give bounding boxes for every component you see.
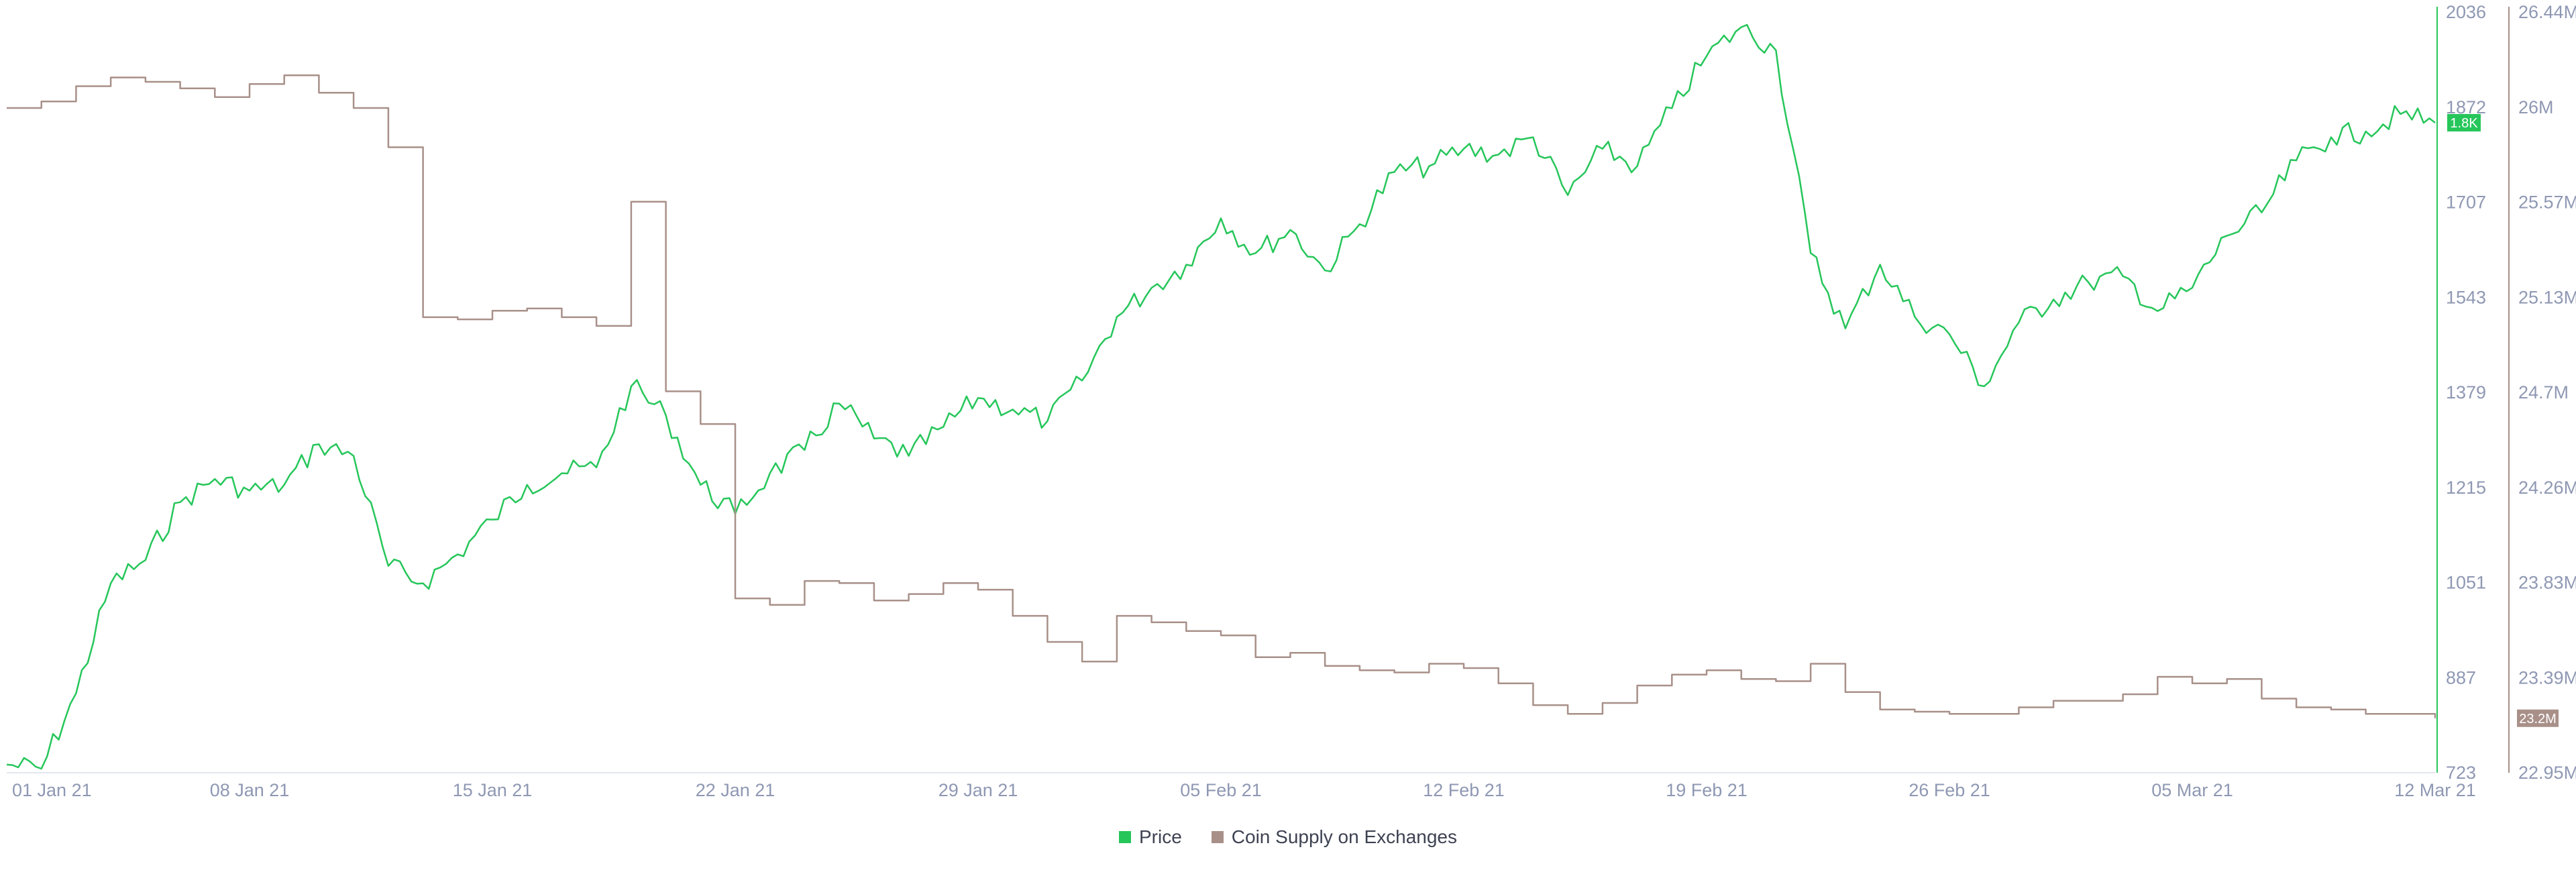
- supply-axis-tick-label: 25.13M: [2518, 287, 2576, 307]
- x-axis-tick-label: 08 Jan 21: [210, 780, 290, 800]
- axes-layer: 2036 1872 1707 1543 1379 1215 1051 887 723 26.44M…: [7, 2, 2576, 800]
- price-line[interactable]: [6, 23, 2436, 770]
- supply-axis-tick-label: 23.39M: [2518, 667, 2576, 688]
- price-axis-tick-label: 723: [2446, 763, 2476, 783]
- x-axis-tick-label: 15 Jan 21: [453, 780, 533, 800]
- legend-label-price: Price: [1138, 826, 1182, 847]
- legend-swatch-coin-supply: [1211, 831, 1224, 843]
- legend-swatch-price: [1118, 831, 1131, 843]
- x-axis-tick-label: 05 Mar 21: [2151, 780, 2233, 800]
- price-axis-tick-label: 1872: [2446, 97, 2486, 117]
- price-axis-tick-label: 887: [2446, 667, 2476, 688]
- x-axis-tick-label: 05 Feb 21: [1180, 780, 1262, 800]
- price-axis-tick-label: 2036: [2446, 2, 2486, 22]
- x-axis-tick-label: 12 Mar 21: [2394, 780, 2476, 800]
- price-axis-tick-label: 1215: [2446, 478, 2486, 498]
- supply-axis-tick-label: 24.7M: [2518, 382, 2569, 402]
- x-axis-tick-label: 29 Jan 21: [938, 780, 1018, 800]
- supply-current-value: 23.2M: [2519, 712, 2557, 726]
- x-axis-tick-label: 01 Jan 21: [12, 780, 92, 800]
- x-axis-tick-label: 22 Jan 21: [696, 780, 775, 800]
- price-axis-tick-label: 1051: [2446, 573, 2486, 593]
- legend-label-coin-supply: Coin Supply on Exchanges: [1231, 826, 1457, 847]
- x-axis-tick-label: 12 Feb 21: [1423, 780, 1505, 800]
- price-current-value: 1.8K: [2450, 116, 2478, 131]
- series-layer: [6, 23, 2436, 770]
- supply-axis-tick-label: 26.44M: [2518, 2, 2576, 22]
- supply-axis-tick-label: 22.95M: [2518, 763, 2576, 783]
- coin-supply-line[interactable]: [7, 74, 2436, 718]
- supply-axis-tick-label: 23.83M: [2518, 573, 2576, 593]
- x-axis-tick-label: 26 Feb 21: [1909, 780, 1990, 800]
- supply-axis-tick-label: 26M: [2518, 97, 2554, 117]
- price-current-badge: [2447, 113, 2481, 131]
- value-badges: 1.8K 23.2M: [2447, 113, 2559, 727]
- legend-item-coin-supply[interactable]: Coin Supply on Exchanges: [1211, 826, 1457, 848]
- price-axis-tick-label: 1543: [2446, 287, 2486, 307]
- legend: Price Coin Supply on Exchanges: [0, 826, 2576, 848]
- supply-axis-tick-label: 24.26M: [2518, 478, 2576, 498]
- supply-current-badge: [2517, 709, 2559, 727]
- price-axis-tick-label: 1707: [2446, 193, 2486, 213]
- supply-axis-tick-label: 25.57M: [2518, 193, 2576, 213]
- legend-item-price[interactable]: Price: [1118, 826, 1182, 848]
- x-axis-tick-label: 19 Feb 21: [1666, 780, 1748, 800]
- price-axis-tick-label: 1379: [2446, 382, 2486, 402]
